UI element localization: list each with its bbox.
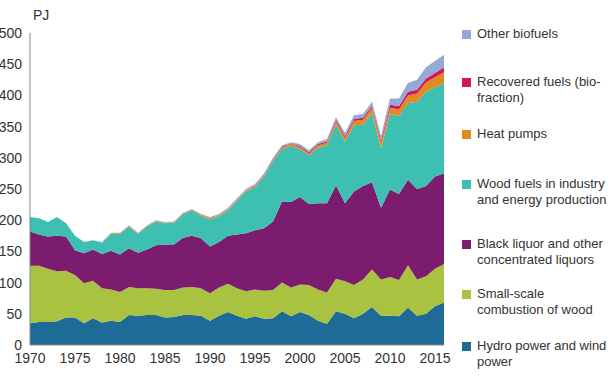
html-text:PJ: PJ [33,7,50,23]
html-text:Wood fuels in industry and ene: Wood fuels in industry and energy produc… [477,176,607,207]
svg-text:2010: 2010 [374,350,405,366]
svg-text:1980: 1980 [104,350,135,366]
svg-text:150: 150 [8,243,22,259]
svg-text:2015: 2015 [419,350,450,366]
svg-text:350: 350 [8,119,22,135]
svg-text:300: 300 [8,150,22,166]
svg-text:1995: 1995 [239,350,270,366]
svg-text:1970: 1970 [14,349,46,366]
svg-text:50: 50 [8,306,22,322]
html-text:Black liquor and other concent: Black liquor and other concentrated liqu… [477,236,603,267]
html-text:Hydro power and wind power: Hydro power and wind power [477,338,607,369]
svg-text:0: 0 [14,337,22,353]
svg-text:1975: 1975 [59,350,90,366]
svg-text:250: 250 [8,181,22,197]
svg-text:2000: 2000 [284,350,315,366]
html-text:Recovered fuels (bio-fraction): Recovered fuels (bio-fraction) [477,74,601,105]
html-text:Other biofuels: Other biofuels [477,26,558,41]
svg-text:400: 400 [8,87,22,103]
svg-text:450: 450 [8,56,22,72]
svg-text:500: 500 [8,25,22,41]
svg-text:1990: 1990 [194,350,225,366]
svg-text:1985: 1985 [149,350,180,366]
svg-text:200: 200 [8,212,22,228]
svg-text:2005: 2005 [329,350,360,366]
html-text:Small-scale combustion of wood: Small-scale combustion of wood [477,286,593,317]
svg-text:100: 100 [8,275,22,291]
html-text:Heat pumps: Heat pumps [477,126,548,141]
